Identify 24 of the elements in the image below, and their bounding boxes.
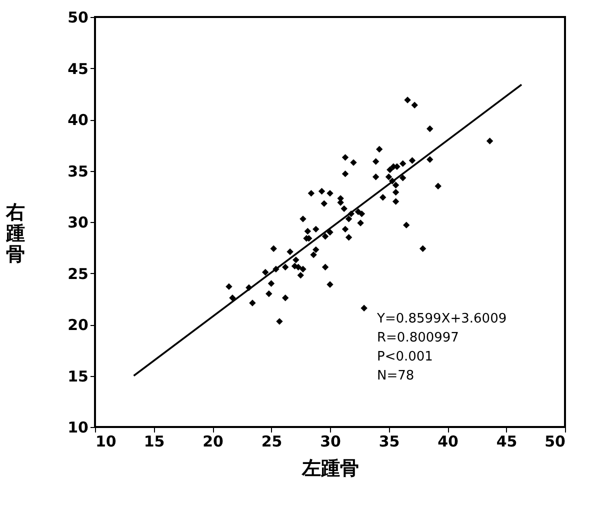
x-axis-title: 左踵骨 bbox=[301, 458, 359, 480]
annotation: R=0.800997 bbox=[377, 330, 459, 346]
y-tick-label: 50 bbox=[68, 8, 88, 26]
y-tick-label: 15 bbox=[68, 367, 88, 386]
y-tick-label: 20 bbox=[68, 316, 88, 334]
x-tick-label: 50 bbox=[544, 432, 566, 450]
x-tick-label: 45 bbox=[496, 432, 518, 450]
y-tick-label: 10 bbox=[68, 418, 88, 436]
x-tick-label: 40 bbox=[438, 432, 458, 450]
y-tick-label: 40 bbox=[68, 111, 88, 129]
y-tick-label: 25 bbox=[68, 264, 88, 283]
x-tick-label: 35 bbox=[378, 432, 400, 450]
x-tick-label: 10 bbox=[96, 432, 116, 450]
y-tick-label: 30 bbox=[68, 214, 88, 232]
annotation: Y=0.8599X+3.6009 bbox=[376, 311, 507, 326]
y-tick-label: 45 bbox=[68, 60, 88, 78]
y-axis-title: 右踵骨 bbox=[5, 202, 26, 266]
x-tick-label: 15 bbox=[144, 432, 165, 450]
annotation: P<0.001 bbox=[377, 349, 433, 364]
x-tick-label: 30 bbox=[320, 432, 341, 450]
y-tick-label: 35 bbox=[68, 162, 88, 180]
annotation: N=78 bbox=[377, 368, 414, 384]
x-tick-label: 20 bbox=[202, 432, 224, 450]
x-tick-label: 25 bbox=[261, 432, 282, 450]
